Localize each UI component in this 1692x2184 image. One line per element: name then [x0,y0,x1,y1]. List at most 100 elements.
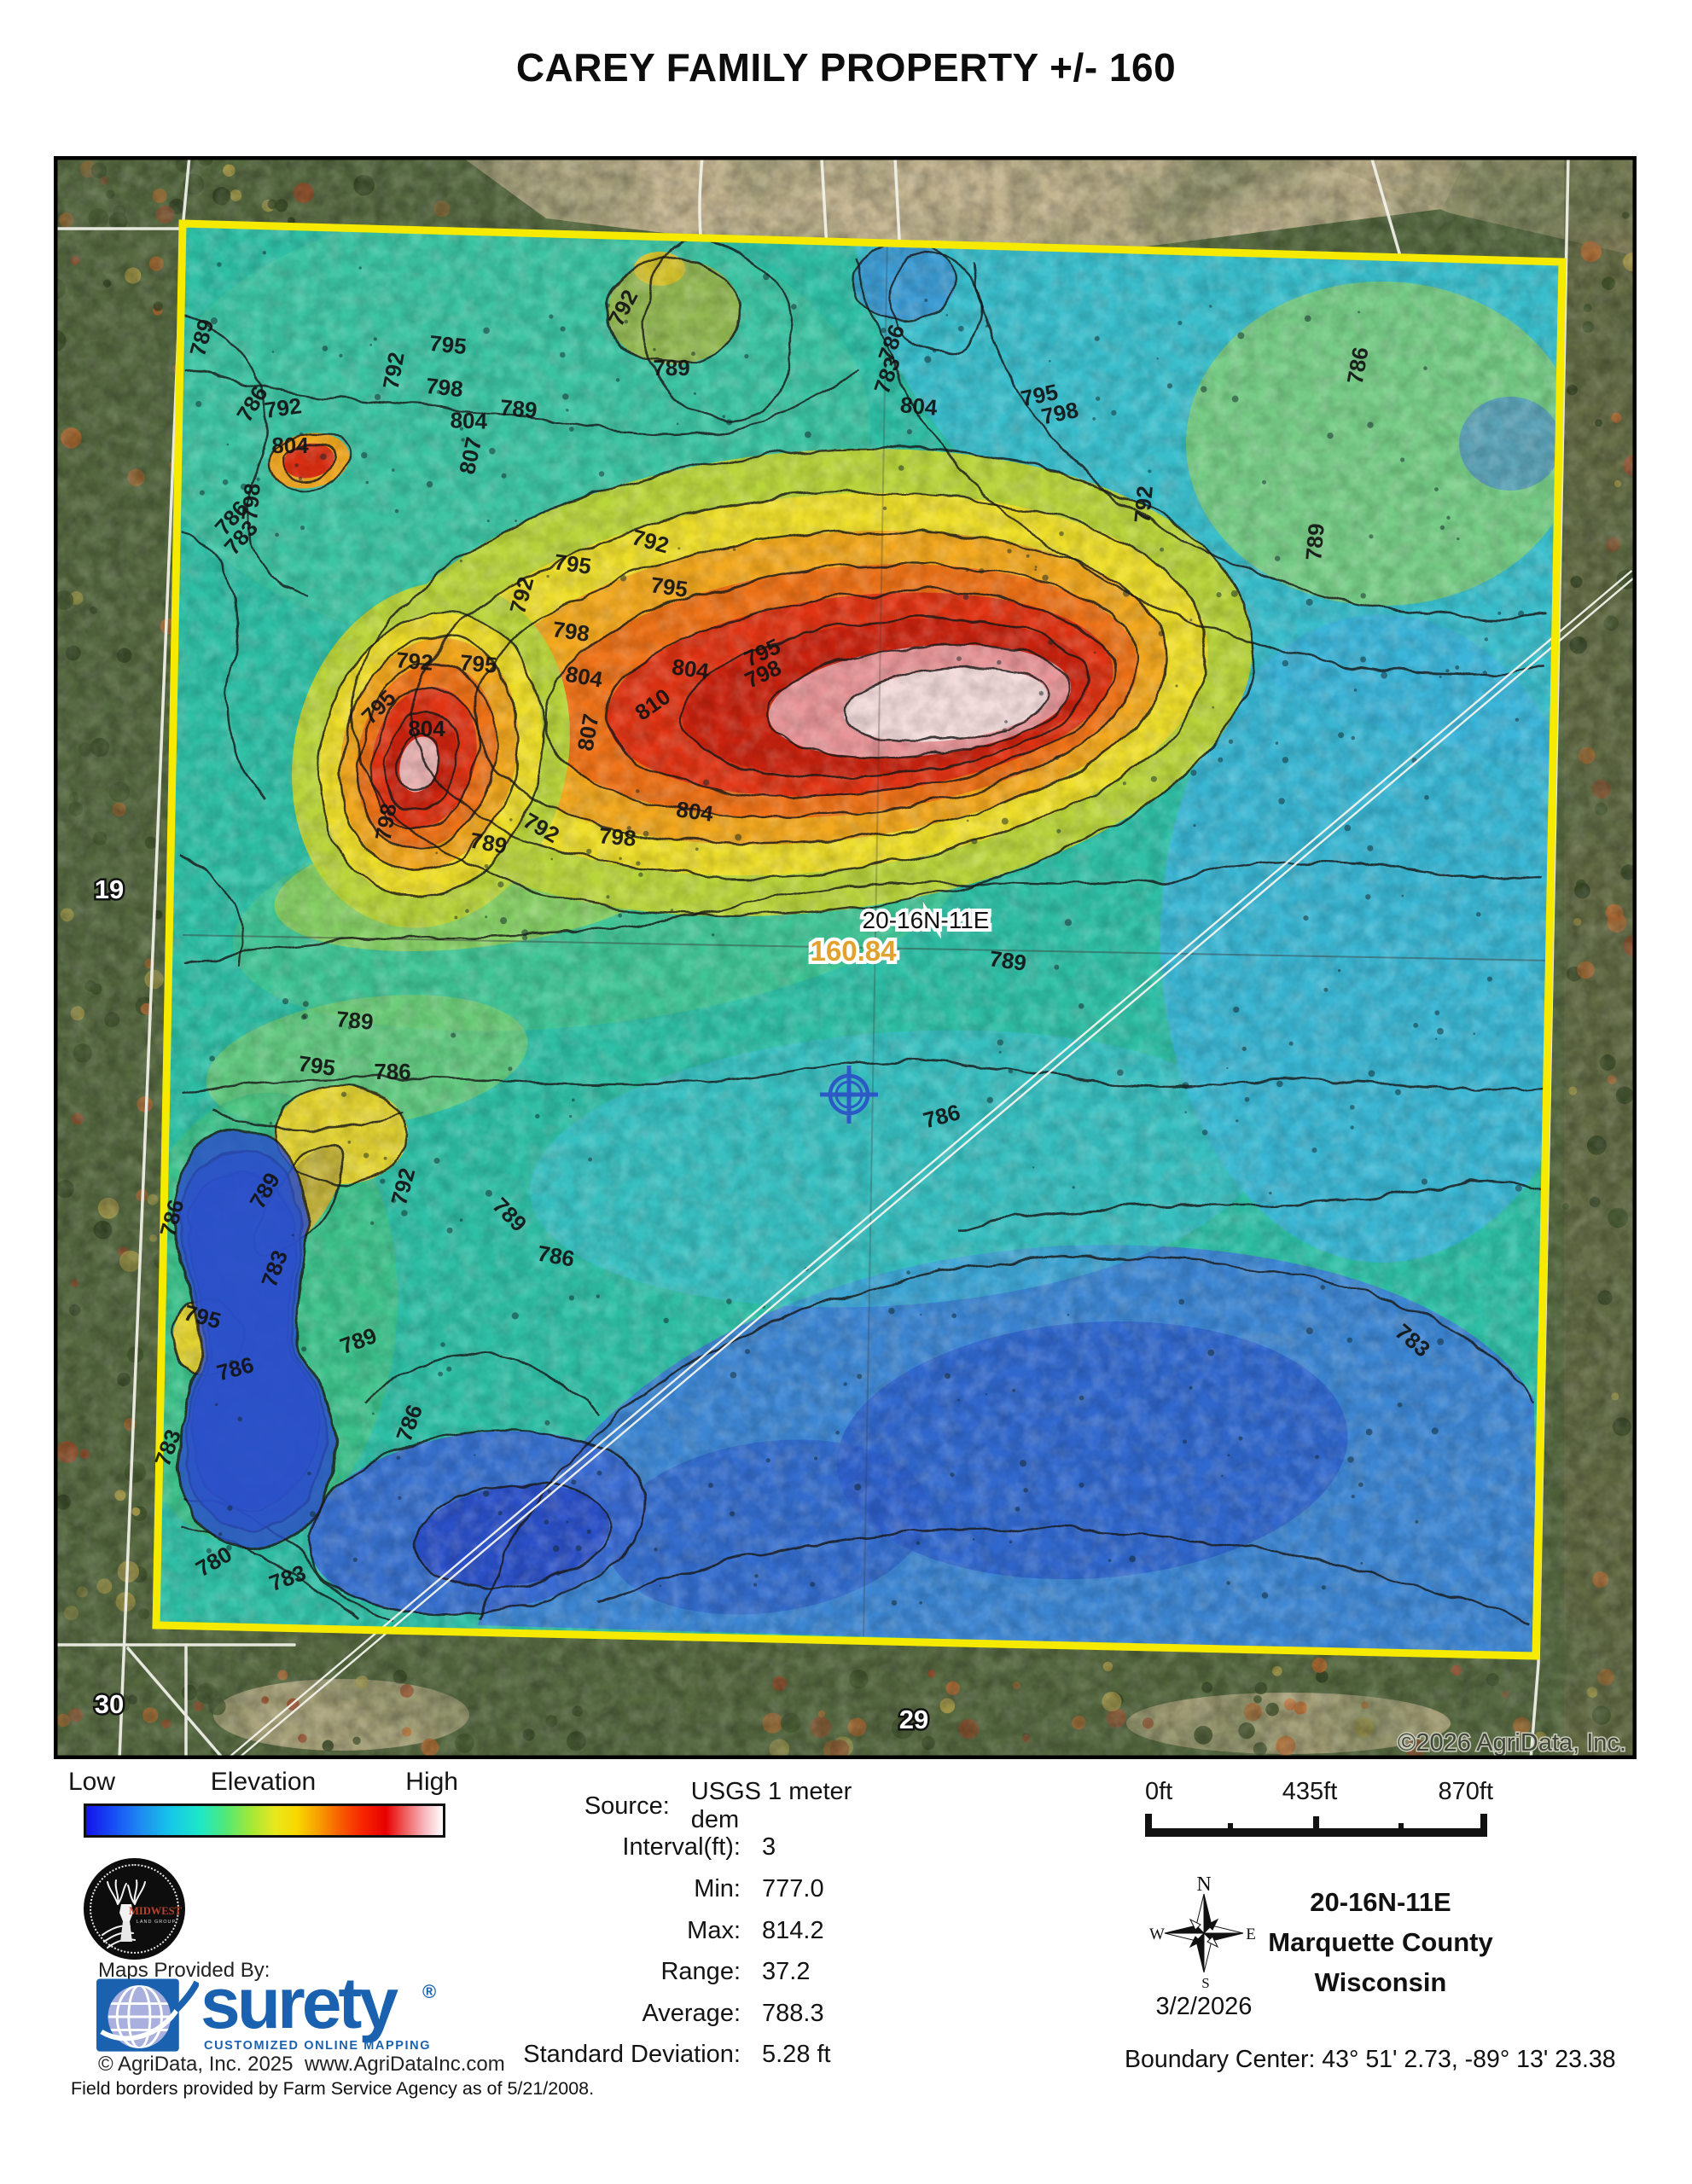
stat-row: Average: 788.3 [340,1993,869,2035]
elevation-overlay [156,224,1562,1656]
contour-label: 795 [553,549,593,579]
legend-gradient-bar [84,1804,445,1838]
legend-title: Elevation [210,1768,317,1796]
stat-row: Standard Deviation: 5.28 ft [340,2035,869,2077]
logo-ring [90,1864,179,1954]
map-date: 3/2/2026 [1155,1993,1253,2020]
compass-s: S [1201,1975,1209,1991]
acreage-map-label: 160.84 [811,935,898,967]
stat-row: Max: 814.2 [340,1910,869,1952]
agridata-website: www.AgriDataInc.com [305,2053,505,2076]
crosshair-icon [820,1066,878,1124]
scalebar [1145,1814,1487,1837]
contour-label: 789 [335,1006,375,1035]
contour-label: 789 [653,355,689,380]
scalebar-start-label: 0ft [1145,1778,1173,1805]
stat-label: Min: [694,1874,741,1902]
contour-label: 804 [671,653,712,684]
contour-label: 804 [450,407,488,434]
contour-label: 807 [573,712,604,752]
stats-table: Source: USGS 1 meter dem Interval(ft): 3 Min… [340,1778,869,2077]
contour-label: 798 [370,801,402,842]
section-number-badge: 19 [95,874,124,904]
contour-label: 792 [263,392,303,423]
agridata-copyright: © AgriData, Inc. 2025 [98,2053,294,2076]
surety-logo: surety ® CUSTOMIZED ONLINE MAPPING [96,1963,497,2056]
map-copyright: ©2026 AgriData, Inc. [1398,1729,1626,1757]
fsa-disclaimer: Field borders provided by Farm Service A… [71,2078,595,2099]
location-plss: 20-16N-11E [1310,1887,1451,1917]
contour-label: 789 [468,828,509,859]
boundary-center: Boundary Center: 43° 51' 2.73, -89° 13' … [1125,2046,1616,2073]
contour-label: 789 [988,945,1028,976]
stat-label: Interval(ft): [622,1833,741,1862]
contour-lines [172,237,1547,1624]
dem-speckles [195,250,1525,1606]
compass-rose-icon: N E S W [1149,1873,1256,1991]
contour-label: 795 [428,330,468,359]
agridata-copyright-row: © AgriData, Inc. 2025 www.AgriDataInc.co… [98,2053,505,2077]
contour-label: 795 [297,1050,337,1081]
contour-label: 804 [899,392,939,421]
contour-label: 792 [1129,485,1158,524]
contour-label: 798 [598,822,637,851]
surety-tagline: CUSTOMIZED ONLINE MAPPING [204,2039,432,2053]
stat-row: Min: 777.0 [340,1868,869,1910]
location-state: Wisconsin [1314,1967,1447,1997]
stat-row: Interval(ft): 3 [340,1827,869,1869]
diagonal-road [229,570,1637,1759]
stat-row: Range: 37.2 [340,1951,869,1993]
contour-label: 792 [395,647,434,676]
globe-icon [96,1978,201,2052]
stat-label: Source: [584,1792,670,1820]
midwest-wordmark: MIDWEST [129,1905,182,1917]
stat-label: Average: [642,1999,741,2027]
contour-label: 795 [459,649,498,678]
surety-wordmark: surety [201,1963,398,2043]
stat-value: 37.2 [762,1958,811,1986]
contour-label: 786 [536,1240,577,1272]
contour-label: 798 [425,373,464,402]
stat-label: Range: [660,1958,741,1986]
stat-value: USGS 1 meter dem [690,1778,852,1834]
deer-icon: MIDWEST LAND GROUP [102,1879,183,1949]
contour-label: 789 [1300,522,1329,561]
contour-label: 798 [551,616,591,647]
stat-value: 5.28 ft [762,2041,831,2069]
stat-row: Source: USGS 1 meter dem [340,1778,869,1833]
contour-label: 804 [271,433,309,458]
stat-value: 788.3 [762,1999,824,2027]
midwest-sub: LAND GROUP [137,1920,176,1925]
contour-label: 795 [649,572,689,602]
section-number-badge: 29 [899,1705,928,1734]
contour-label: 786 [1342,345,1374,386]
stat-label: Standard Deviation: [523,2041,741,2069]
compass-w: W [1149,1926,1165,1943]
location-county: Marquette County [1268,1927,1493,1957]
scalebar-end-label: 870ft [1438,1778,1494,1805]
compass-n: N [1196,1873,1211,1896]
scalebar-middle-label: 435ft [1282,1778,1338,1805]
section-badges: 19 30 29 [92,873,930,1737]
stat-label: Max: [687,1916,741,1944]
contour-label: 804 [408,716,445,741]
provided-by-label: Maps Provided By: [98,1959,270,1982]
contour-label: 789 [499,394,538,423]
scalebar-labels: 0ft 435ft 870ft [1135,1778,1493,1805]
location-block: 20-16N-11E Marquette County Wisconsin [1253,1882,1509,2002]
section-number-badge: 30 [95,1689,124,1719]
legend-low-label: Low [68,1768,116,1796]
contour-label: 798 [236,482,265,521]
legend-labels: Low Elevation High [68,1768,458,1796]
midwest-land-group-logo: MIDWEST LAND GROUP [85,1860,183,1958]
page-title: CAREY FAMILY PROPERTY +/- 160 [515,45,1177,90]
contour-label: 792 [378,350,410,391]
property-boundary [152,219,1567,1660]
stat-value: 814.2 [762,1916,824,1944]
legend-high-label: High [405,1768,458,1796]
contour-label: 786 [374,1059,410,1084]
registered-mark: ® [422,1981,437,2002]
